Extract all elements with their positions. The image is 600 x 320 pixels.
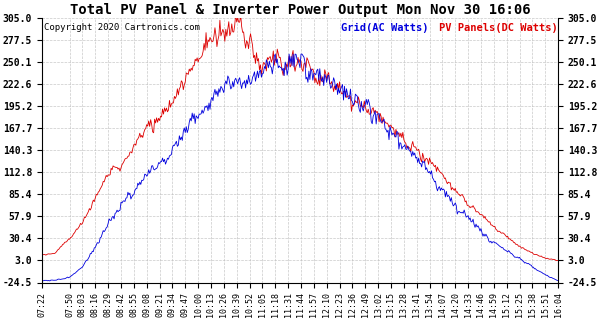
Title: Total PV Panel & Inverter Power Output Mon Nov 30 16:06: Total PV Panel & Inverter Power Output M… (70, 3, 530, 17)
Text: Grid(AC Watts): Grid(AC Watts) (341, 23, 429, 33)
Text: Copyright 2020 Cartronics.com: Copyright 2020 Cartronics.com (44, 23, 200, 32)
Text: PV Panels(DC Watts): PV Panels(DC Watts) (439, 23, 558, 33)
